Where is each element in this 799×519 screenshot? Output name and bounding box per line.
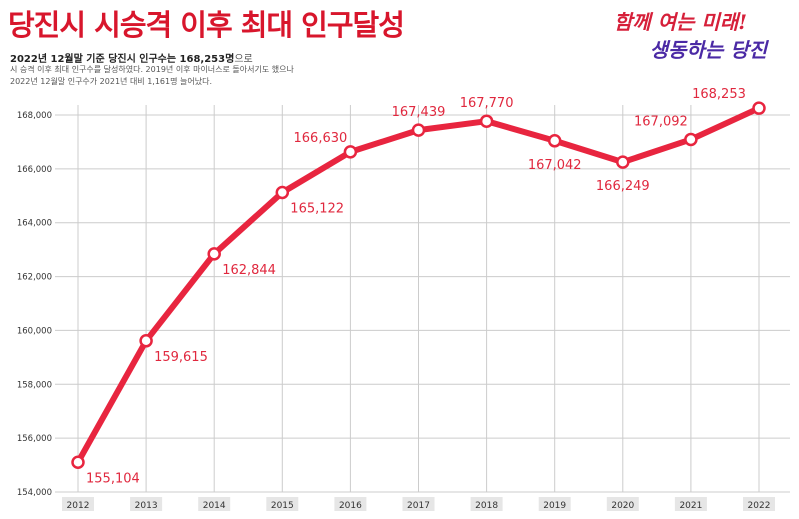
x-tick-bg bbox=[266, 497, 299, 511]
y-tick-label: 166,000 bbox=[17, 165, 52, 175]
data-label-2014: 162,844 bbox=[222, 263, 276, 278]
description-line-2: 2022년 12월말 인구수가 2021년 대비 1,161명 늘어났다. bbox=[10, 77, 213, 86]
subtitle: 2022년 12월말 기준 당진시 인구수는 168,253명으로 bbox=[10, 50, 253, 65]
data-point-2021 bbox=[684, 132, 698, 147]
x-tick-bg bbox=[606, 497, 639, 511]
data-label-2021: 167,092 bbox=[634, 114, 688, 129]
x-tick-label: 2022 bbox=[748, 501, 771, 511]
x-tick-label: 2019 bbox=[543, 501, 566, 511]
data-label-2020: 166,249 bbox=[596, 179, 650, 194]
y-tick-label: 160,000 bbox=[17, 326, 52, 336]
data-point-2020 bbox=[616, 155, 630, 169]
data-label-2012: 155,104 bbox=[86, 471, 140, 486]
x-tick-bg bbox=[470, 497, 503, 511]
x-tick-label: 2014 bbox=[203, 501, 226, 511]
x-tick-bg bbox=[402, 497, 435, 511]
x-tick-label: 2020 bbox=[611, 501, 634, 511]
slogan-line-1: 함께 여는 미래! bbox=[613, 10, 747, 34]
x-tick-label: 2016 bbox=[339, 501, 362, 511]
data-point-2013 bbox=[139, 334, 153, 348]
x-tick-bg bbox=[130, 497, 163, 511]
data-point-2018 bbox=[479, 114, 494, 128]
data-label-2017: 167,439 bbox=[392, 105, 446, 120]
x-tick-bg bbox=[62, 497, 94, 511]
x-tick-bg bbox=[674, 497, 707, 511]
data-point-2019 bbox=[547, 134, 562, 148]
x-tick-label: 2017 bbox=[407, 501, 430, 511]
y-tick-label: 162,000 bbox=[17, 273, 52, 283]
y-tick-label: 158,000 bbox=[17, 380, 52, 390]
x-tick-label: 2015 bbox=[271, 501, 294, 511]
x-tick-bg bbox=[198, 497, 231, 511]
x-tick-bg bbox=[743, 497, 775, 511]
x-tick-bg bbox=[334, 497, 367, 511]
subtitle-main: 2022년 12월말 기준 당진시 인구수는 168,253명 bbox=[10, 54, 235, 65]
data-point-2015 bbox=[275, 185, 290, 200]
data-point-2014 bbox=[207, 247, 221, 261]
subtitle-suffix: 으로 bbox=[234, 54, 253, 65]
y-tick-label: 156,000 bbox=[17, 434, 52, 444]
data-label-2022: 168,253 bbox=[692, 87, 746, 102]
data-label-2013: 159,615 bbox=[154, 350, 208, 365]
x-tick-label: 2013 bbox=[135, 501, 158, 511]
data-label-2015: 165,122 bbox=[290, 202, 344, 217]
data-point-2012 bbox=[71, 455, 85, 470]
description-line-1: 시 승격 이후 최대 인구수를 달성하였다. 2019년 이후 마이너스로 돌아… bbox=[10, 65, 294, 74]
data-point-2022 bbox=[752, 101, 766, 115]
data-label-2019: 167,042 bbox=[528, 158, 582, 173]
data-point-2017 bbox=[411, 123, 426, 137]
x-tick-label: 2012 bbox=[67, 501, 90, 511]
x-tick-bg bbox=[538, 497, 571, 511]
data-point-2016 bbox=[343, 145, 358, 159]
x-tick-label: 2021 bbox=[679, 501, 702, 511]
slogan-line-2: 생동하는 당진 bbox=[649, 38, 767, 62]
y-tick-label: 164,000 bbox=[17, 219, 52, 229]
data-label-2018: 167,770 bbox=[460, 96, 514, 111]
x-tick-label: 2018 bbox=[475, 501, 498, 511]
data-label-2016: 166,630 bbox=[294, 131, 348, 146]
y-tick-label: 154,000 bbox=[17, 488, 52, 498]
page-title: 당진시 시승격 이후 최대 인구달성 bbox=[8, 8, 405, 42]
y-tick-label: 168,000 bbox=[17, 111, 52, 121]
